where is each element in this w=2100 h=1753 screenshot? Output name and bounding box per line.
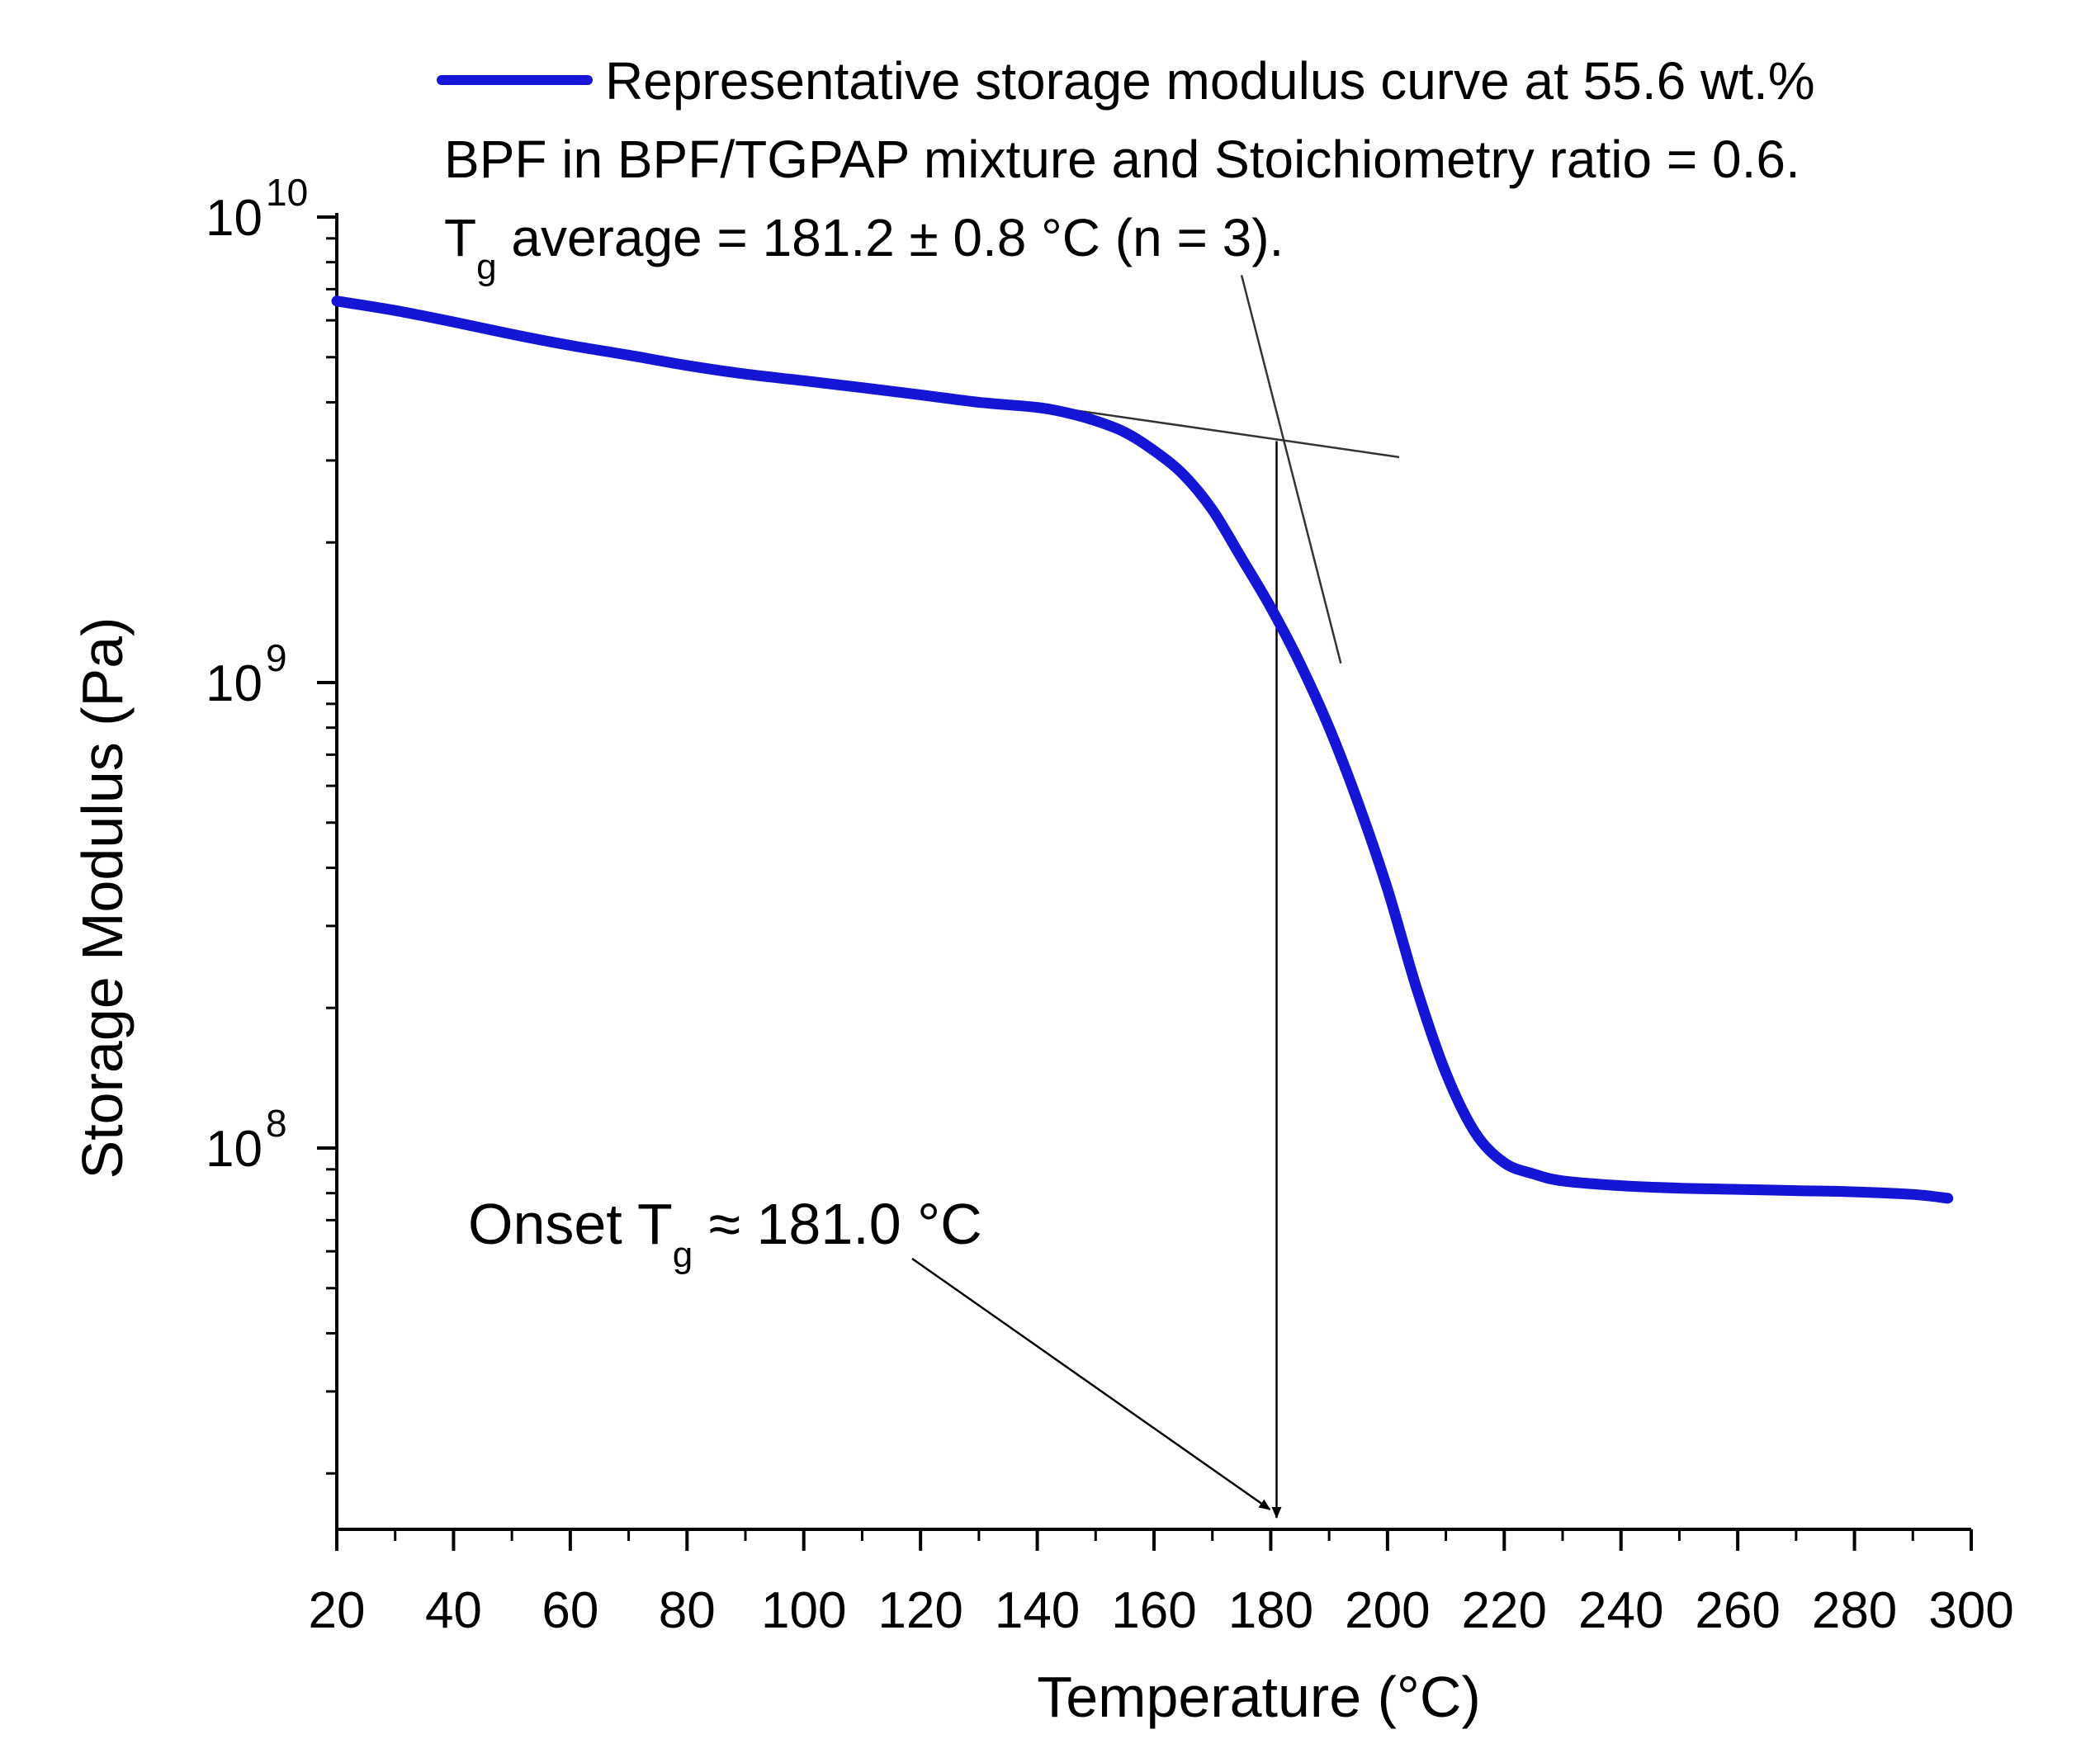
y-tick-exponent: 10	[266, 171, 308, 214]
onset-prefix: Onset T	[468, 1192, 673, 1256]
y-tick-base: 10	[206, 1121, 262, 1178]
x-tick-label: 80	[659, 1582, 716, 1639]
y-tick-exponent: 8	[266, 1102, 287, 1145]
y-tick-base: 10	[206, 655, 262, 712]
x-tick-label: 40	[425, 1582, 482, 1639]
y-tick-base: 10	[206, 190, 262, 247]
x-tick-label: 120	[877, 1582, 962, 1639]
series-group	[331, 295, 1954, 1204]
x-tick-label: 180	[1228, 1582, 1313, 1639]
x-tick-label: 260	[1695, 1582, 1780, 1639]
y-axis-title: Storage Modulus (Pa)	[70, 617, 135, 1179]
tg-average-prefix: T	[444, 208, 476, 267]
tg-average-sub: g	[476, 247, 496, 287]
tg-average-text: average = 181.2 ± 0.8 °C (n = 3).	[497, 208, 1284, 267]
onset-sub: g	[673, 1235, 693, 1275]
x-axis-ticks: 20 40 60 80 100 120 140 160 180 200 220 240 260 280 30…	[309, 1529, 2014, 1639]
storage-modulus-series-line	[331, 295, 1954, 1204]
x-tick-label: 60	[542, 1582, 598, 1639]
x-tick-label: 240	[1578, 1582, 1663, 1639]
x-tick-label: 100	[761, 1582, 846, 1639]
legend-label-line-1: Representative storage modulus curve at …	[605, 51, 1815, 111]
onset-text: ≈ 181.0 °C	[693, 1192, 981, 1256]
onset-tg-label: Onset Tg ≈ 181.0 °C	[468, 1192, 982, 1275]
onset-label-arrow	[911, 1257, 1271, 1511]
tangent-annotations	[911, 275, 1400, 1519]
y-tick-label: 10	[206, 1121, 262, 1178]
x-tick-label: 220	[1462, 1582, 1547, 1639]
tg-average-label: Tg average = 181.2 ± 0.8 °C (n = 3).	[444, 208, 1284, 287]
x-tick-label: 160	[1111, 1582, 1196, 1639]
x-tick-label: 140	[995, 1582, 1080, 1639]
legend-label-line-2: BPF in BPF/TGPAP mixture and Stoichiomet…	[444, 130, 1800, 189]
y-tick-label: 10	[206, 655, 262, 712]
x-tick-label: 280	[1812, 1582, 1897, 1639]
x-axis-title: Temperature (°C)	[1037, 1665, 1481, 1729]
x-tick-label: 20	[309, 1582, 366, 1639]
y-tick-label: 10	[206, 190, 262, 247]
baseline-tangent-line	[1037, 404, 1400, 459]
y-tick-exponent: 9	[266, 636, 287, 679]
x-tick-label: 200	[1345, 1582, 1430, 1639]
steep-tangent-line	[1240, 275, 1342, 664]
x-tick-label: 300	[1928, 1582, 2013, 1639]
